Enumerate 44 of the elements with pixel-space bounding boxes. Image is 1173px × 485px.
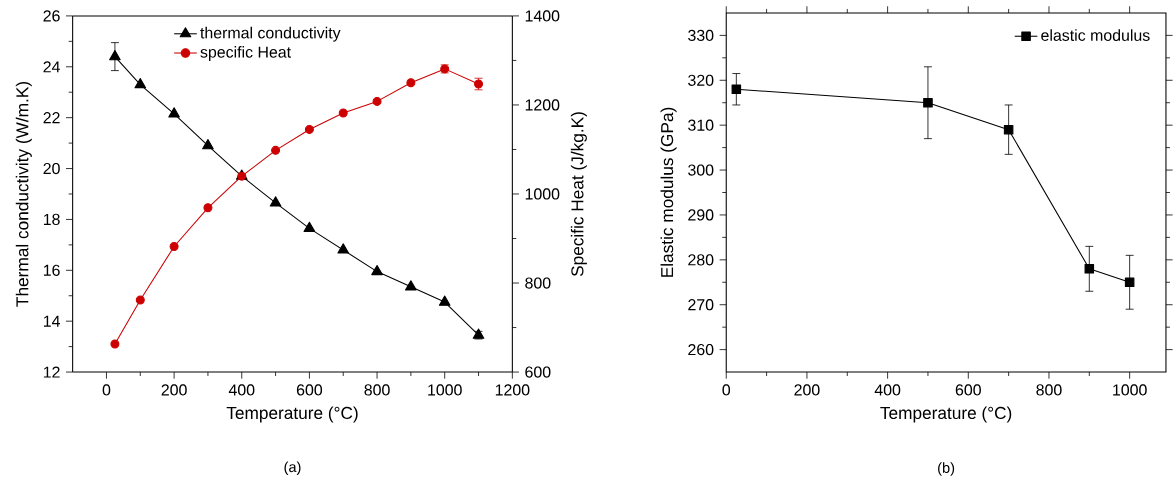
y-tick-label: 16	[43, 264, 60, 276]
y-tick-label: 24	[43, 61, 60, 73]
legend-label: thermal conductivity	[200, 26, 341, 42]
y2-tick-label: 1200	[525, 99, 560, 111]
text: (a)	[284, 461, 301, 475]
y2-tick-label: 800	[525, 277, 551, 289]
y-tick-label: 12	[43, 366, 60, 378]
y-tick-label: 330	[688, 29, 714, 41]
x-tick-label: 600	[296, 384, 323, 396]
y2-tick-label: 1400	[525, 10, 560, 22]
x-tick-label: 400	[228, 384, 255, 396]
y-tick-label: 26	[43, 10, 60, 22]
x-tick-label: 600	[955, 384, 981, 396]
y2-tick-label: 600	[525, 366, 551, 378]
y-tick-label: 300	[688, 164, 714, 176]
y-tick-label: 18	[43, 213, 60, 225]
x-tick-label: 400	[874, 384, 901, 396]
x-tick-label: 1000	[428, 384, 462, 396]
x-tick-label: 200	[161, 384, 187, 396]
x-tick-label: 1000	[1113, 384, 1147, 396]
y-tick-label: 14	[43, 315, 60, 327]
x-tick-label: 800	[1036, 384, 1062, 396]
y-tick-label: 270	[688, 298, 714, 311]
y-tick-label: 290	[688, 209, 714, 221]
x-tick-label: 1200	[495, 384, 530, 396]
y-tick-label: 22	[43, 111, 60, 123]
y-tick-label: 310	[688, 119, 714, 131]
y2-tick-label: 1000	[525, 188, 560, 200]
x-axis-title: Temperature (°C)	[226, 406, 358, 423]
y-axis-title: Thermal conductivity (W/m.K)	[15, 81, 32, 307]
x-tick-label: 0	[102, 384, 111, 396]
x-tick-label: 200	[794, 384, 820, 396]
y-tick-label: 20	[43, 162, 60, 174]
x-tick-label: 0	[722, 384, 731, 396]
text: (b)	[938, 462, 955, 476]
y-tick-label: 280	[688, 253, 714, 266]
y-axis-title: Elastic modulus (GPa)	[660, 107, 677, 277]
x-tick-label: 800	[364, 384, 390, 396]
y-tick-label: 320	[688, 74, 714, 86]
legend-label: specific Heat	[200, 45, 291, 61]
legend-label: elastic modulus	[1041, 29, 1150, 41]
y-tick-label: 260	[688, 343, 714, 355]
x-axis-title: Temperature (°C)	[880, 406, 1012, 423]
y2-axis-title: Specific Heat (J/kg.K)	[570, 111, 587, 276]
